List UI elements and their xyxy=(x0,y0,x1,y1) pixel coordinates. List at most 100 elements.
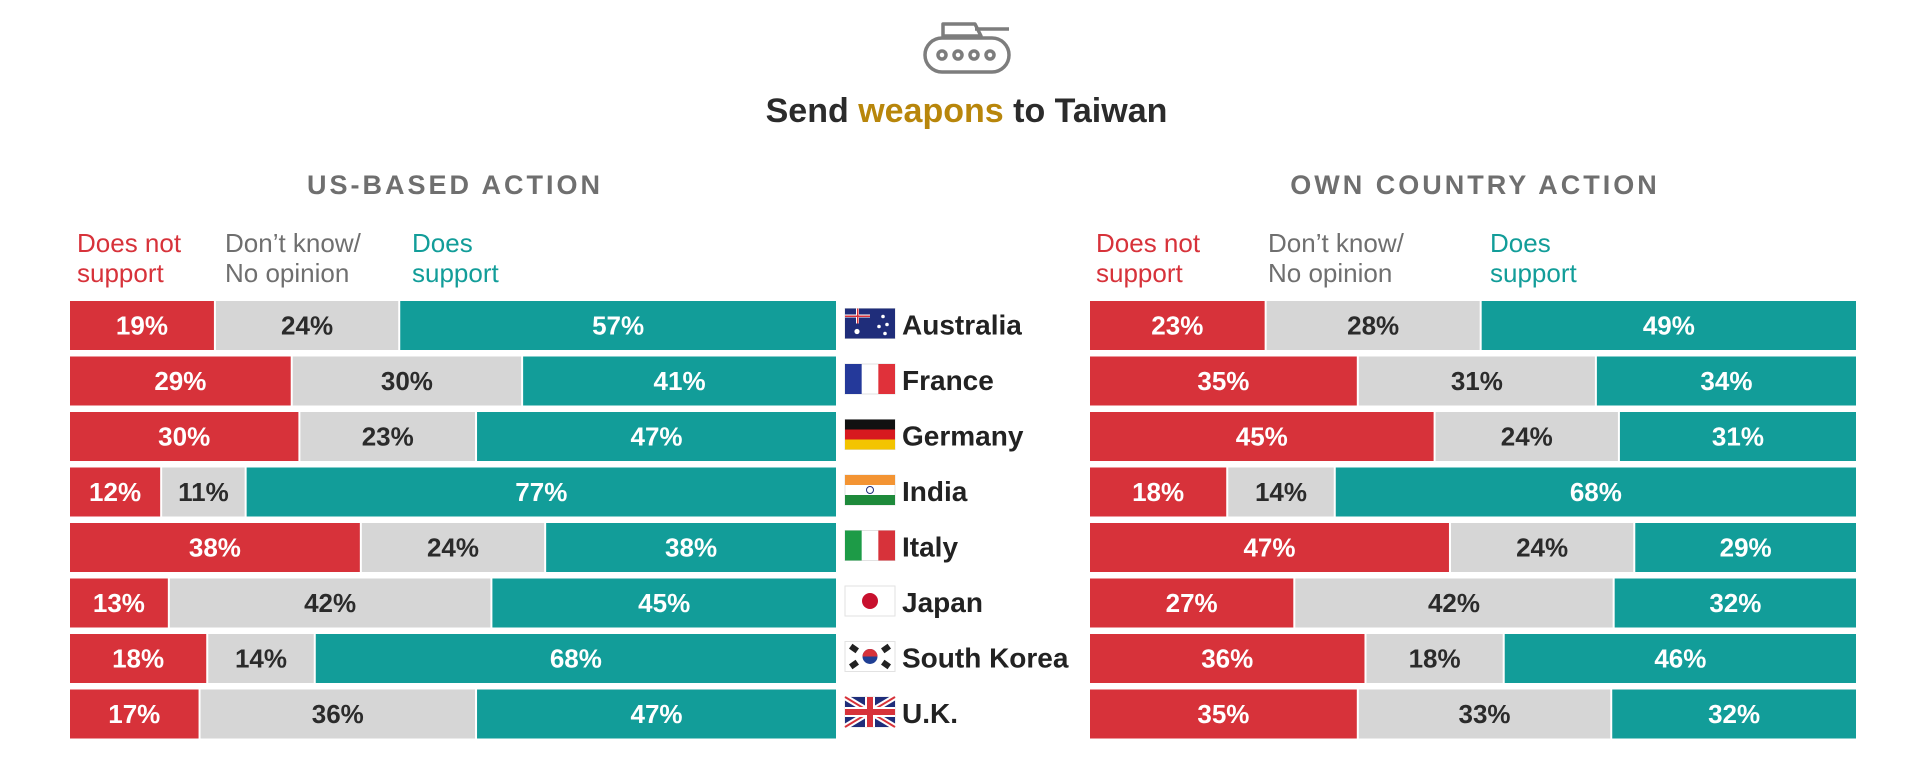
us-label-support-italy: 38% xyxy=(665,533,717,563)
us-label-not-support-australia: 19% xyxy=(116,311,168,341)
own-bar-support-italy xyxy=(1635,523,1856,572)
legend-support: Does support xyxy=(412,228,499,288)
us-panel-title: US-BASED ACTION xyxy=(306,170,603,200)
legend-not-support-right: Does not support xyxy=(1096,228,1200,288)
own-label-not-support-italy: 47% xyxy=(1243,533,1295,563)
us-bar-not-support-south-korea xyxy=(70,634,207,683)
own-bar-dont-know-australia xyxy=(1266,301,1480,350)
own-label-dont-know-u-k-: 33% xyxy=(1458,699,1510,729)
own-label-support-india: 68% xyxy=(1570,477,1622,507)
own-bar-dont-know-italy xyxy=(1450,523,1634,572)
own-label-dont-know-japan: 42% xyxy=(1428,588,1480,618)
us-label-dont-know-japan: 42% xyxy=(304,588,356,618)
own-bar-support-france xyxy=(1596,356,1856,406)
us-label-not-support-germany: 30% xyxy=(158,422,210,452)
us-label-dont-know-france: 30% xyxy=(381,366,433,396)
us-bar-not-support-india xyxy=(70,467,161,517)
us-bar-not-support-australia xyxy=(70,301,214,350)
us-label-support-japan: 45% xyxy=(638,588,690,618)
own-bar-dont-know-india xyxy=(1228,467,1334,517)
legend-not-support-line2: support xyxy=(77,258,164,288)
legend-dont-know-right: Don’t know/ No opinion xyxy=(1268,228,1404,288)
us-label-not-support-south-korea: 18% xyxy=(112,644,164,674)
us-bar-dont-know-u-k- xyxy=(200,689,476,739)
own-bar-not-support-south-korea xyxy=(1090,634,1365,683)
us-bar-not-support-germany xyxy=(70,412,299,461)
us-label-dont-know-australia: 24% xyxy=(281,311,333,341)
us-bar-not-support-italy xyxy=(70,523,360,572)
us-label-dont-know-south-korea: 14% xyxy=(235,644,287,674)
own-label-dont-know-south-korea: 18% xyxy=(1409,644,1461,674)
us-bar-support-india xyxy=(246,467,836,517)
us-label-not-support-france: 29% xyxy=(154,366,206,396)
legend-support-line1: Does xyxy=(1490,228,1551,258)
us-label-dont-know-india: 11% xyxy=(178,477,229,507)
own-label-not-support-france: 35% xyxy=(1197,366,1249,396)
countries-layer: Australia France Germany India Italy Japan Sou… xyxy=(843,308,1069,730)
own-label-dont-know-australia: 28% xyxy=(1347,311,1399,341)
us-bar-support-france xyxy=(523,356,836,406)
own-bar-not-support-australia xyxy=(1090,301,1265,350)
own-bar-support-germany xyxy=(1619,412,1856,461)
us-label-support-u-k-: 47% xyxy=(630,699,682,729)
own-bar-not-support-italy xyxy=(1090,523,1449,572)
own-label-not-support-u-k-: 35% xyxy=(1197,699,1249,729)
us-label-dont-know-italy: 24% xyxy=(427,533,479,563)
japan-flag-icon xyxy=(844,585,896,617)
own-label-dont-know-germany: 24% xyxy=(1501,422,1553,452)
us-bar-support-italy xyxy=(546,523,836,572)
us-label-support-india: 77% xyxy=(515,477,567,507)
own-bar-support-japan xyxy=(1614,578,1856,628)
italy-flag-icon xyxy=(844,530,896,561)
us-label-not-support-japan: 13% xyxy=(93,588,145,618)
germany-flag-icon xyxy=(844,419,896,450)
country-label: Japan xyxy=(902,587,983,618)
own-label-not-support-australia: 23% xyxy=(1151,311,1203,341)
own-bar-not-support-india xyxy=(1090,467,1227,517)
own-label-not-support-japan: 27% xyxy=(1166,588,1218,618)
country-label: Australia xyxy=(902,310,1022,341)
own-label-dont-know-italy: 24% xyxy=(1516,533,1568,563)
us-bar-support-australia xyxy=(400,301,836,350)
own-label-not-support-india: 18% xyxy=(1132,477,1184,507)
own-label-not-support-south-korea: 36% xyxy=(1201,644,1253,674)
page-title: Send weapons to Taiwan xyxy=(0,92,1920,131)
own-bar-not-support-japan xyxy=(1090,578,1294,628)
us-bar-support-u-k- xyxy=(477,689,836,739)
south-korea-flag-icon xyxy=(844,641,896,672)
us-bar-support-south-korea xyxy=(315,634,836,683)
us-label-not-support-india: 12% xyxy=(89,477,141,507)
own-label-dont-know-france: 31% xyxy=(1451,366,1503,396)
us-bar-support-japan xyxy=(492,578,836,628)
us-bar-dont-know-germany xyxy=(300,412,476,461)
bars-layer: 19% 24% 57% 29% 30% 41% 30% 23% 47% 12% 11% 77% 38% 2… xyxy=(70,301,1856,739)
country-label: South Korea xyxy=(902,643,1069,674)
us-label-support-south-korea: 68% xyxy=(550,644,602,674)
legend-support-right: Does support xyxy=(1490,228,1577,288)
own-bar-not-support-germany xyxy=(1090,412,1434,461)
own-bar-dont-know-france xyxy=(1358,356,1595,406)
us-label-support-germany: 47% xyxy=(630,422,682,452)
own-bar-not-support-france xyxy=(1090,356,1357,406)
own-bar-support-u-k- xyxy=(1612,689,1856,739)
country-label: India xyxy=(902,476,968,507)
title-suffix: to Taiwan xyxy=(1003,92,1168,130)
legend-dont-know-line1: Don’t know/ xyxy=(225,228,361,258)
legend-support-line2: support xyxy=(1490,258,1577,288)
country-label: Italy xyxy=(902,532,958,563)
uk-flag-icon xyxy=(843,694,897,730)
legend-dont-know-line1: Don’t know/ xyxy=(1268,228,1404,258)
us-label-dont-know-u-k-: 36% xyxy=(312,699,364,729)
own-bar-dont-know-u-k- xyxy=(1358,689,1611,739)
us-label-not-support-u-k-: 17% xyxy=(108,699,160,729)
own-bar-dont-know-germany xyxy=(1435,412,1618,461)
us-bar-support-germany xyxy=(477,412,836,461)
legend-not-support-line1: Does not xyxy=(77,228,182,258)
title-prefix: Send xyxy=(765,92,859,130)
legend-support-line1: Does xyxy=(412,228,473,258)
own-bar-support-australia xyxy=(1481,301,1856,350)
us-bar-dont-know-south-korea xyxy=(208,634,314,683)
legend-dont-know-line2: No opinion xyxy=(225,258,350,288)
own-label-support-japan: 32% xyxy=(1709,588,1761,618)
own-label-support-france: 34% xyxy=(1700,366,1752,396)
